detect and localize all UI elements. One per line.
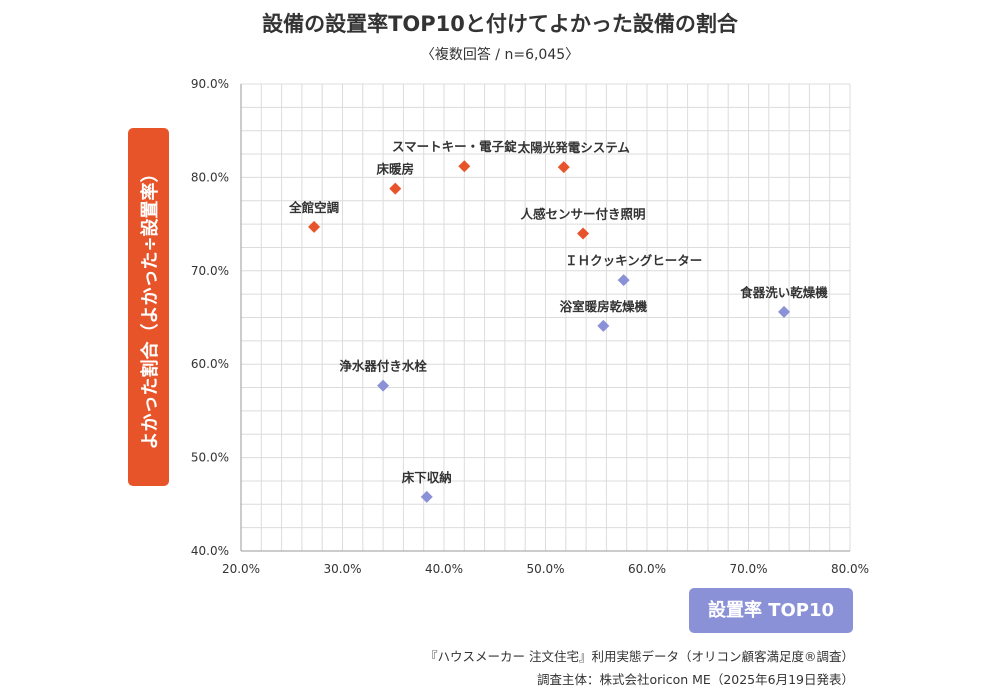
data-point xyxy=(577,227,590,240)
tick-labels: 20.0% 30.0% 40.0% 50.0% 60.0% 70.0% 80.0% 40.0%… xyxy=(191,77,869,576)
data-label: 浄水器付き水栓 xyxy=(339,359,427,374)
data-point xyxy=(308,220,321,233)
data-point xyxy=(557,161,570,174)
survey-credit: 調査主体：株式会社oricon ME（2025年6月19日発表） xyxy=(536,672,854,687)
data-points xyxy=(308,160,791,503)
data-label: 床暖房 xyxy=(377,162,415,177)
data-point xyxy=(389,182,402,195)
x-tick-label: 80.0% xyxy=(831,562,869,576)
y-tick-label: 80.0% xyxy=(191,170,229,184)
data-point xyxy=(420,490,433,503)
y-tick-label: 40.0% xyxy=(191,544,229,558)
data-point xyxy=(377,379,390,392)
source-note: 『ハウスメーカー 注文住宅』利用実態データ（オリコン顧客満足度®調査） xyxy=(425,649,854,664)
axes xyxy=(240,84,850,552)
x-tick-label: 70.0% xyxy=(729,562,767,576)
data-point xyxy=(778,305,791,318)
x-tick-label: 50.0% xyxy=(526,562,564,576)
data-label: 全館空調 xyxy=(288,200,339,215)
y-tick-label: 70.0% xyxy=(191,264,229,278)
data-point xyxy=(458,160,471,173)
x-axis-label: 設置率 TOP10 xyxy=(707,600,835,621)
data-point xyxy=(617,274,630,287)
data-label: ＩＨクッキングヒーター xyxy=(565,253,702,268)
y-tick-label: 90.0% xyxy=(191,77,229,91)
x-tick-label: 20.0% xyxy=(222,562,260,576)
x-tick-label: 40.0% xyxy=(425,562,463,576)
x-tick-label: 30.0% xyxy=(323,562,361,576)
data-point xyxy=(597,319,610,332)
x-tick-label: 60.0% xyxy=(628,562,666,576)
chart-subtitle: 〈複数回答 / n=6,045〉 xyxy=(420,47,580,63)
x-axis-label-badge: 設置率 TOP10 xyxy=(689,588,853,633)
data-label: 浴室暖房乾燥機 xyxy=(560,299,648,314)
chart-title: 設備の設置率TOP10と付けてよかった設備の割合 xyxy=(262,12,738,36)
y-tick-label: 50.0% xyxy=(191,451,229,465)
data-label: 食器洗い乾燥機 xyxy=(739,285,828,300)
data-label: 太陽光発電システム xyxy=(518,140,631,155)
y-axis-label-badge: よかった割合（よかった÷設置率） xyxy=(128,128,169,486)
data-label: スマートキー・電子錠 xyxy=(392,139,517,154)
data-label: 床下収納 xyxy=(402,470,452,485)
data-label: 人感センサー付き照明 xyxy=(521,206,646,221)
y-tick-label: 60.0% xyxy=(191,357,229,371)
